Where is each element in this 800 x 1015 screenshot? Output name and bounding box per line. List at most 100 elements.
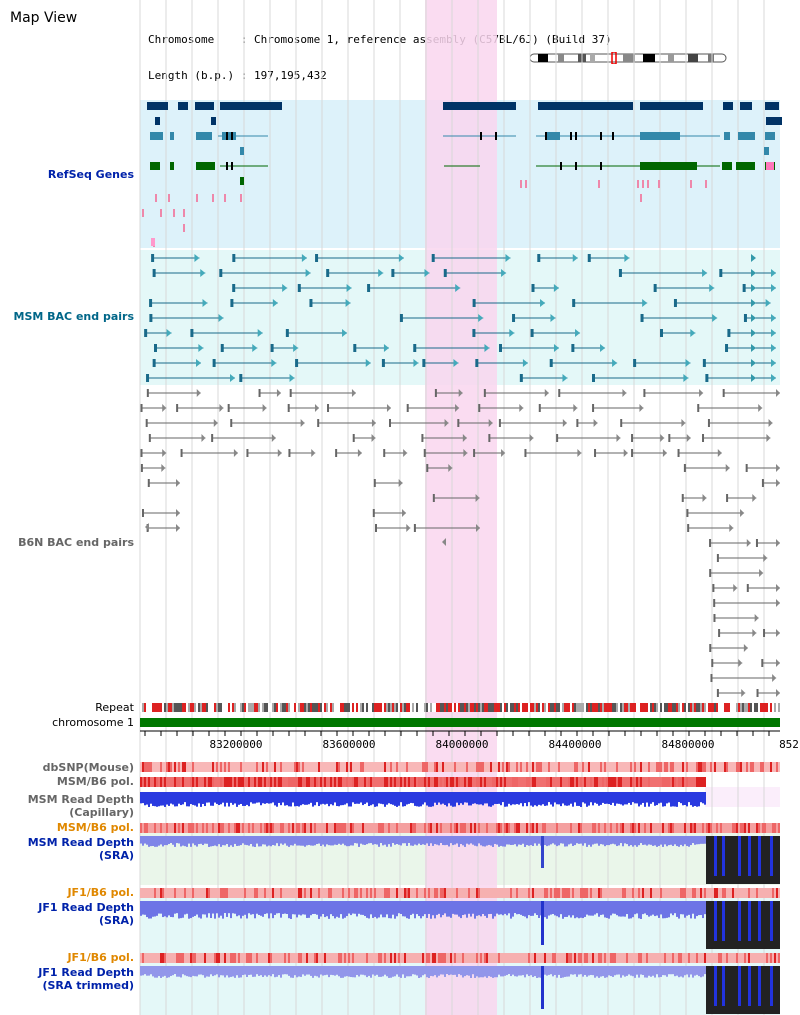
jf1-pol-density xyxy=(374,953,376,963)
jf1-sra-depth xyxy=(198,901,200,918)
chromosome-ideogram[interactable] xyxy=(528,52,728,64)
track-label-msm-depth-capillary[interactable]: MSM Read Depth xyxy=(27,793,134,806)
dbsnp-density xyxy=(706,762,708,772)
jf1-pol-density xyxy=(610,953,612,963)
jf1-pol-density xyxy=(430,953,432,963)
b6n-bac-end xyxy=(686,434,691,442)
msm-pol-density xyxy=(362,777,364,787)
msm-capillary-depth xyxy=(514,792,516,805)
track-label-msm-pol-1[interactable]: MSM/B6 pol. xyxy=(56,775,134,788)
b6n-bac-end xyxy=(776,584,780,592)
track-label-refseq[interactable]: RefSeq Genes xyxy=(47,168,134,181)
msm-bac-end xyxy=(472,329,476,337)
jf1-pol-density xyxy=(488,888,490,898)
msm-sra-depth xyxy=(166,836,168,846)
dbsnp-density xyxy=(338,762,340,772)
jf1-trimmed-depth xyxy=(470,966,472,978)
msm-pol-density xyxy=(460,823,462,833)
track-label-msm-pol-2[interactable]: MSM/B6 pol. xyxy=(56,821,134,834)
dbsnp-density xyxy=(422,762,424,772)
jf1-sra-depth xyxy=(150,901,152,919)
jf1-pol-density xyxy=(652,953,654,963)
msm-pol-density xyxy=(624,777,626,787)
msm-sra-depth xyxy=(300,836,302,846)
jf1-pol-density xyxy=(226,888,228,898)
jf1-sra-depth xyxy=(162,901,164,918)
jf1-pol-density xyxy=(624,888,626,898)
msm-sra-depth xyxy=(574,836,576,846)
track-label-jf1-depth-sra[interactable]: JF1 Read Depth xyxy=(38,901,134,914)
jf1-pol-density xyxy=(392,953,394,963)
track-label-msm-bac[interactable]: MSM BAC end pairs xyxy=(13,310,134,323)
dbsnp-density xyxy=(288,762,290,772)
b6n-bac-end xyxy=(752,494,757,502)
track-label-msm-depth-sra[interactable]: MSM Read Depth xyxy=(27,836,134,849)
msm-capillary-depth xyxy=(534,792,536,806)
dbsnp-density xyxy=(666,762,668,772)
b6n-bac-end xyxy=(746,584,749,592)
msm-pol-density xyxy=(268,777,270,787)
msm-sra-depth xyxy=(182,836,184,846)
b6n-bac-end xyxy=(616,434,621,442)
jf1-pol-density xyxy=(310,888,312,898)
msm-pol-density xyxy=(544,823,546,833)
msm-sra-depth xyxy=(386,836,388,847)
repeat-element xyxy=(592,703,594,712)
msm-pol-density xyxy=(632,823,634,833)
jf1-pol-density xyxy=(456,953,458,963)
msm-pol-density xyxy=(402,777,404,787)
msm-pol-density xyxy=(456,823,458,833)
dbsnp-density xyxy=(514,762,516,772)
jf1-sra-depth xyxy=(152,901,154,917)
repeat-element xyxy=(412,703,414,712)
jf1-sra-depth xyxy=(680,901,682,915)
track-label-dbsnp[interactable]: dbSNP(Mouse) xyxy=(42,761,134,774)
repeat-element xyxy=(398,703,400,712)
track-label-jf1-pol-1[interactable]: JF1/B6 pol. xyxy=(67,886,134,899)
dbsnp-density xyxy=(208,762,210,772)
b6n-bac-end xyxy=(776,689,780,697)
repeat-element xyxy=(760,703,762,712)
jf1-trimmed-depth xyxy=(696,966,698,975)
dbsnp-density xyxy=(654,762,656,772)
jf1-trimmed-depth xyxy=(646,966,648,978)
jf1-trimmed-depth xyxy=(376,966,378,975)
track-label-b6n-bac[interactable]: B6N BAC end pairs xyxy=(18,536,134,549)
jf1-pol-density xyxy=(564,888,566,898)
dbsnp-density xyxy=(342,762,344,772)
dbsnp-density xyxy=(610,762,612,772)
jf1-pol-density xyxy=(408,888,410,898)
repeat-element xyxy=(608,703,610,712)
repeat-element xyxy=(372,703,374,712)
jf1-pol-density xyxy=(708,888,710,898)
jf1-pol-density xyxy=(170,888,172,898)
msm-sra-depth xyxy=(214,836,216,846)
msm-sra-depth xyxy=(532,836,534,847)
dbsnp-density xyxy=(586,762,588,772)
msm-bac-end xyxy=(742,284,746,292)
jf1-pol-density xyxy=(248,888,250,898)
msm-pol-density xyxy=(162,823,164,833)
repeat-element xyxy=(160,703,162,712)
track-label-jf1-pol-2[interactable]: JF1/B6 pol. xyxy=(67,951,134,964)
msm-bac-end xyxy=(771,374,776,382)
msm-pol-density xyxy=(660,823,662,833)
msm-pol-density xyxy=(572,823,574,833)
jf1-sra-depth xyxy=(652,901,654,915)
jf1-trimmed-depth xyxy=(172,966,174,976)
jf1-trimmed-depth xyxy=(520,966,522,976)
jf1-pol-density xyxy=(522,953,524,963)
jf1-trimmed-depth xyxy=(260,966,262,976)
track-label-jf1-depth-trimmed[interactable]: JF1 Read Depth xyxy=(38,966,134,979)
b6n-bac-end xyxy=(556,434,559,442)
jf1-sra-depth xyxy=(252,901,254,915)
dbsnp-density xyxy=(636,762,638,772)
jf1-trimmed-depth xyxy=(460,966,462,976)
msm-bac-end xyxy=(301,254,307,262)
msm-pol-density xyxy=(212,777,214,787)
b6n-bac-end xyxy=(374,524,377,532)
refseq-pink-feature xyxy=(640,194,642,202)
jf1-pol-density xyxy=(388,953,390,963)
msm-pol-density xyxy=(206,823,208,833)
jf1-sra-depth xyxy=(678,901,680,919)
